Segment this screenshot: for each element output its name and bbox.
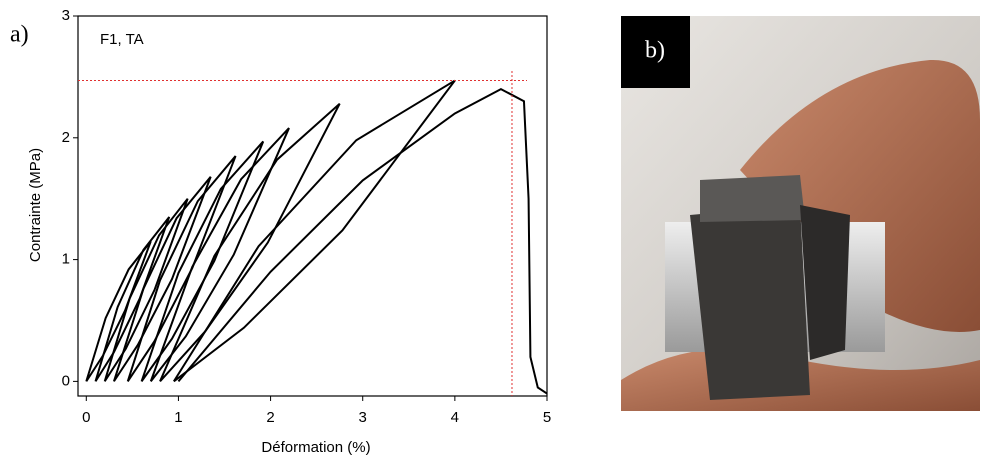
y-tick-label: 3 [62, 7, 70, 24]
data-line [140, 140, 265, 382]
y-tick-label: 0 [62, 372, 70, 389]
x-tick-label: 2 [266, 409, 274, 426]
annotation: F1, TA [100, 31, 144, 48]
x-tick-label: 3 [359, 409, 367, 426]
y-tick-label: 1 [62, 251, 70, 268]
plot-frame [77, 15, 548, 397]
x-axis-title: Déformation (%) [261, 439, 370, 456]
data-line [103, 198, 189, 382]
data-line [177, 87, 548, 395]
data-line [159, 102, 341, 383]
y-tick-label: 2 [62, 129, 70, 146]
x-tick-label: 1 [174, 409, 182, 426]
x-tick-label: 0 [82, 409, 90, 426]
photo: b) [621, 16, 980, 411]
panel-label: b) [645, 38, 665, 64]
data-line [149, 127, 290, 382]
panel-label: a) [10, 22, 29, 48]
x-tick-label: 4 [451, 409, 459, 426]
data-line [112, 176, 212, 382]
x-tick-label: 5 [543, 409, 551, 426]
y-axis-title: Contrainte (MPa) [27, 148, 44, 262]
